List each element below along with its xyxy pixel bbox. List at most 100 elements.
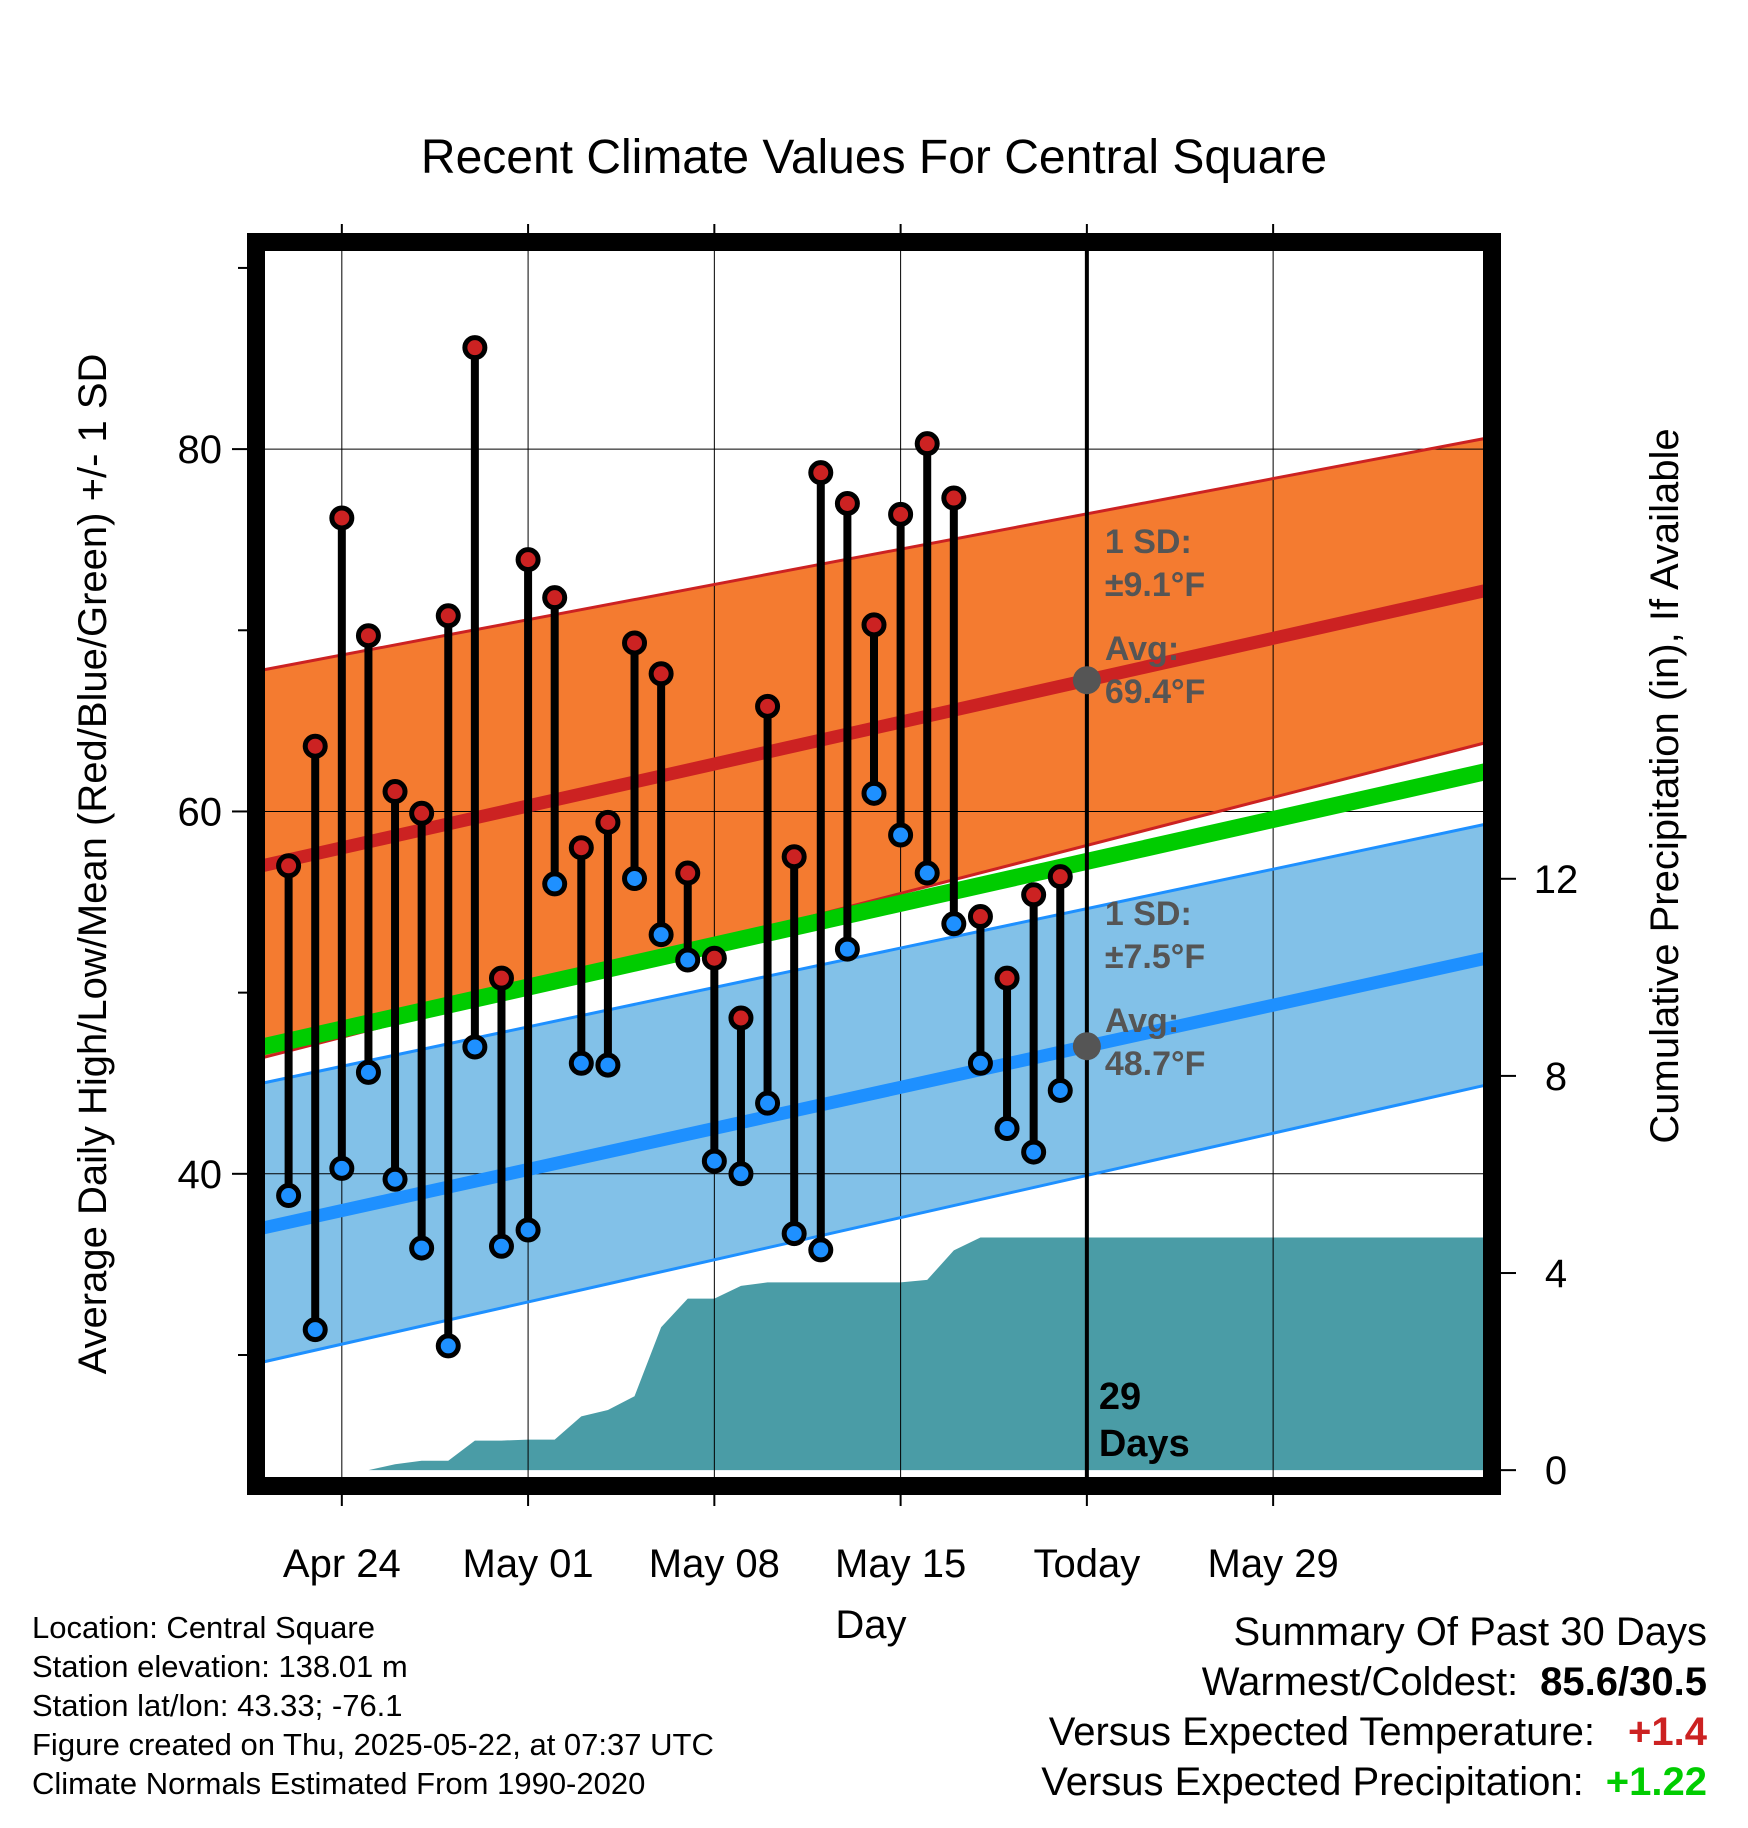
low-point [781,1221,807,1247]
low-lower-line [261,1083,1487,1364]
low-point [994,1116,1020,1142]
low-sd-annotation: 1 SD: [1105,895,1192,933]
low-avg-marker [1072,1032,1101,1061]
high-upper-line [261,436,1487,672]
high-point [834,490,860,516]
mean-normal-line [260,763,1488,1056]
high-point [435,603,461,629]
high-point [1047,864,1073,890]
high-point [701,945,727,971]
low-point [834,936,860,962]
high-point [568,835,594,861]
high-point [675,860,701,886]
y2-tick-label: 4 [1545,1252,1567,1296]
location-text: Location: Central Square [32,1610,375,1645]
created-text: Figure created on Thu, 2025-05-22, at 07… [32,1727,714,1762]
high-point [382,779,408,805]
low-normal-line [260,951,1488,1235]
x-axis-label: Day [835,1603,906,1647]
y-tick-label: 80 [178,428,223,472]
y2-tick-label: 8 [1545,1055,1567,1099]
low-point [595,1052,621,1078]
x-tick-label: Apr 24 [283,1542,401,1586]
low-point [409,1235,435,1261]
axes: Apr 24 May 01 May 08 May 15 Today May 2940608… [71,224,1687,1647]
precip-area [262,1237,1486,1471]
annotations: 1 SD: ±9.1°F Avg: 69.4°F 1 SD: ±7.5°F Avg: 48.7… [1072,523,1206,1465]
temp-anomaly-value: +1.4 [1628,1710,1707,1754]
daily-range-bars [284,347,1065,1346]
low-avg-annotation: 48.7°F [1105,1045,1206,1083]
days-count-label: 29 [1099,1376,1141,1418]
low-point [888,822,914,848]
warmest-coldest-row: Warmest/Coldest: 85.6/30.5 [1041,1657,1707,1707]
low-point [542,871,568,897]
low-point [755,1090,781,1116]
low-point [941,911,967,937]
temp-anomaly-label: Versus Expected Temperature: [1048,1710,1595,1754]
high-point [914,431,940,457]
low-point [355,1059,381,1085]
y2-axis-label: Cumulative Precipitation (in), If Availa… [1643,428,1687,1143]
low-point [382,1166,408,1192]
high-point [462,335,488,361]
plot-border [247,233,1501,1495]
warmest-coldest-label: Warmest/Coldest: [1201,1660,1519,1704]
elevation-text: Station elevation: 138.01 m [32,1649,408,1684]
low-point [648,922,674,948]
plot-frame [247,233,1501,1495]
high-sd-annotation: ±9.1°F [1105,566,1205,604]
high-point [755,693,781,719]
high-point [329,505,355,531]
low-point [701,1148,727,1174]
summary-panel: Summary Of Past 30 Days Warmest/Coldest:… [1041,1607,1707,1807]
low-point [808,1237,834,1263]
low-point [568,1050,594,1076]
high-point [542,585,568,611]
y2-tick-label: 0 [1545,1449,1567,1493]
high-point [622,630,648,656]
low-point [914,860,940,886]
high-point [302,733,328,759]
high-point [276,853,302,879]
low-point [622,865,648,891]
high-point [781,844,807,870]
high-point [409,800,435,826]
low-point [675,947,701,973]
high-point [595,809,621,835]
high-point [648,661,674,687]
station-info: Location: Central Square Station elevati… [32,1608,714,1803]
low-sd-annotation: ±7.5°F [1105,938,1205,976]
x-tick-label: May 29 [1208,1542,1339,1586]
high-avg-annotation: 69.4°F [1105,673,1206,711]
low-point [462,1034,488,1060]
latlon-text: Station lat/lon: 43.33; -76.1 [32,1688,403,1723]
high-point [488,965,514,991]
low-avg-annotation: Avg: [1105,1002,1179,1040]
high-sd-annotation: 1 SD: [1105,523,1192,561]
high-point [861,612,887,638]
high-point [888,501,914,527]
low-point [515,1217,541,1243]
summary-heading: Summary Of Past 30 Days [1233,1610,1707,1654]
high-point [967,904,993,930]
high-point [808,460,834,486]
low-point [1021,1139,1047,1165]
x-tick-label: May 08 [649,1542,780,1586]
chart-title: Recent Climate Values For Central Square [420,131,1328,184]
normal-lines [260,248,1488,1480]
high-point [515,547,541,573]
x-tick-label: Today [1033,1542,1140,1586]
low-point [435,1333,461,1359]
low-point [276,1183,302,1209]
warmest-coldest-value: 85.6/30.5 [1540,1660,1707,1704]
low-point [967,1050,993,1076]
high-point [941,485,967,511]
precip-anomaly-value: +1.22 [1605,1760,1707,1804]
low-point [861,780,887,806]
y2-tick-label: 12 [1534,858,1579,902]
low-point [488,1233,514,1259]
y-tick-label: 40 [178,1153,223,1197]
precip-anomaly-row: Versus Expected Precipitation: +1.22 [1041,1757,1707,1807]
